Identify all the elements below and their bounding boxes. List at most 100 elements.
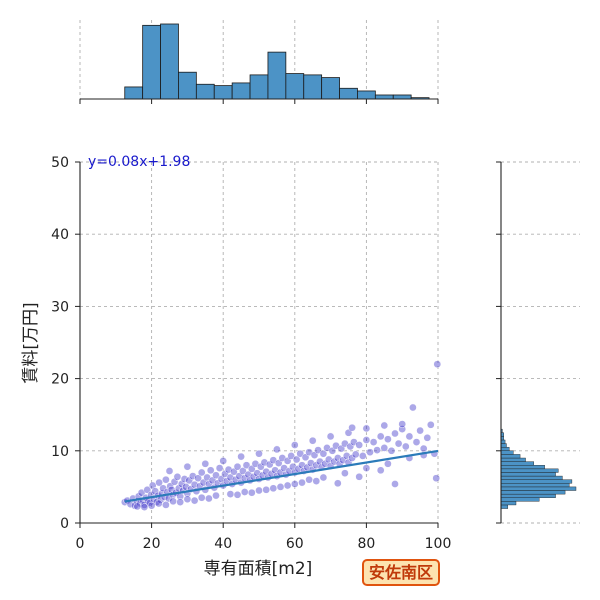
scatter-point — [326, 432, 335, 441]
scatter-point — [376, 466, 385, 475]
y-tick-label: 20 — [51, 372, 69, 388]
x-tick-label: 60 — [286, 536, 304, 552]
right-histogram-bar — [500, 446, 510, 452]
right-histogram-bar — [500, 468, 559, 473]
scatter-point — [255, 449, 263, 458]
scatter-point — [276, 483, 285, 491]
x-tick-label: 40 — [214, 536, 232, 552]
scatter-point — [215, 464, 224, 472]
scatter-point — [380, 421, 389, 430]
right-histogram-bar — [500, 457, 526, 462]
scatter-point — [355, 472, 364, 481]
scatter-point — [154, 499, 163, 508]
scatter-point — [242, 461, 251, 470]
scatter-point — [269, 484, 278, 493]
right-histogram-bar — [500, 439, 506, 444]
scatter-point — [183, 462, 192, 471]
scatter-point — [292, 455, 301, 464]
top-histogram-bar — [195, 83, 215, 100]
scatter-point — [162, 475, 170, 484]
scatter-point — [148, 481, 157, 490]
right-histogram-bar — [500, 461, 534, 466]
scatter-point — [416, 426, 424, 435]
right-histogram-bar — [500, 465, 545, 470]
scatter-point — [380, 444, 389, 452]
top-histogram-bar — [249, 74, 269, 100]
scatter-point — [219, 457, 228, 465]
scatter-point — [290, 480, 299, 488]
regression-line — [124, 449, 439, 503]
scatter-point — [312, 477, 321, 485]
scatter-point — [247, 488, 256, 497]
right-histogram-bar — [500, 486, 577, 491]
scatter-point — [358, 452, 367, 460]
scatter-point — [147, 501, 156, 510]
scatter-point — [341, 469, 349, 478]
scatter-point — [206, 466, 215, 475]
scatter-point — [305, 475, 313, 484]
scatter-point — [376, 432, 385, 441]
scatter-point — [273, 445, 281, 454]
scatter-point — [151, 487, 160, 496]
right-histogram-bar — [500, 450, 514, 455]
scatter-point — [348, 423, 356, 432]
top-histogram-bar — [267, 51, 287, 100]
y-tick-label: 50 — [51, 155, 69, 171]
scatter-point — [333, 479, 342, 488]
scatter-point — [197, 493, 206, 502]
scatter-point — [369, 438, 378, 446]
top-histogram — [79, 20, 439, 104]
scatter-point — [194, 474, 202, 483]
scatter-point — [296, 449, 305, 458]
scatter-point — [419, 444, 428, 453]
scatter-point — [362, 436, 371, 444]
scatter-point — [391, 480, 399, 488]
top-histogram-bar — [213, 85, 233, 100]
scatter-point — [387, 446, 396, 455]
scatter-point — [212, 471, 220, 480]
scatter-point — [432, 474, 441, 483]
scatter-point — [169, 497, 177, 506]
scatter-point — [240, 488, 249, 496]
scatter-point — [190, 496, 199, 505]
scatter-point — [170, 477, 179, 486]
top-histogram-bar — [142, 24, 161, 100]
right-histogram-bar — [500, 501, 517, 506]
scatter-point — [212, 491, 220, 500]
scatter-point — [197, 468, 206, 477]
scatter-point — [412, 438, 421, 446]
scatter-point — [384, 459, 392, 468]
right-histogram-bar — [500, 454, 521, 459]
scatter-point — [176, 498, 185, 506]
right-histogram-bar — [500, 475, 563, 480]
scatter-point — [298, 478, 306, 487]
scatter-point — [173, 472, 182, 481]
right-histogram-bar — [500, 504, 509, 509]
top-histogram-bar — [357, 90, 376, 100]
scatter-point — [165, 467, 174, 475]
scatter-point — [308, 436, 317, 445]
top-histogram-bar — [160, 23, 179, 100]
x-axis-label: 専有面積[m2] — [204, 559, 313, 579]
top-histogram-bar — [285, 73, 305, 100]
scatter-point — [426, 420, 435, 429]
x-tick-label: 80 — [357, 536, 375, 552]
scatter-plot: 0 20 40 60 80 100 0 10 20 30 40 50 — [51, 155, 451, 552]
scatter-point — [233, 490, 242, 499]
right-histogram-bar — [500, 483, 570, 488]
scatter-point — [201, 459, 210, 468]
right-histogram-bar — [500, 479, 573, 484]
scatter-point — [290, 441, 299, 449]
scatter-point — [391, 429, 399, 438]
scatter-point — [287, 452, 296, 460]
ward-badge: 安佐南区 — [362, 559, 441, 586]
scatter-point — [205, 494, 213, 503]
scatter-point — [398, 420, 407, 428]
scatter-point — [283, 481, 292, 490]
right-histogram — [496, 161, 580, 524]
regression-equation-label: y=0.08x+1.98 — [88, 154, 190, 170]
scatter-point — [183, 495, 192, 504]
scatter-point — [162, 501, 170, 509]
scatter-point — [401, 442, 410, 451]
right-histogram-bar — [500, 472, 556, 477]
